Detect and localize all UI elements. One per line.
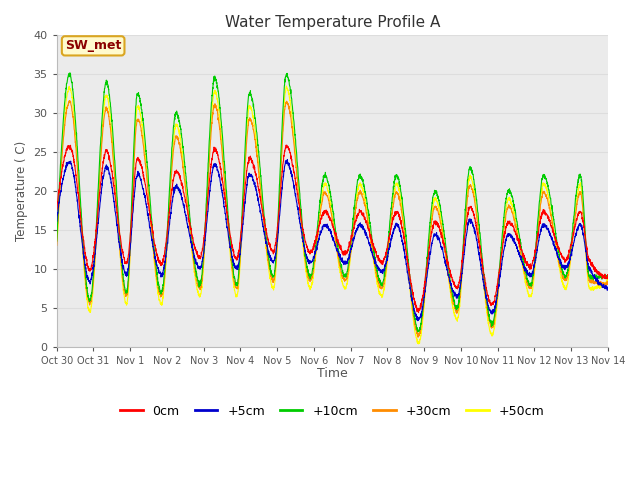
0cm	[116, 230, 124, 236]
Y-axis label: Temperature ( C): Temperature ( C)	[15, 141, 28, 241]
+10cm	[604, 273, 612, 279]
+10cm	[148, 228, 156, 233]
Title: Water Temperature Profile A: Water Temperature Profile A	[225, 15, 440, 30]
+10cm	[593, 274, 601, 280]
+30cm	[148, 236, 156, 242]
+5cm	[53, 218, 61, 224]
+10cm	[264, 250, 272, 255]
0cm	[534, 230, 542, 236]
+10cm	[66, 70, 74, 76]
0cm	[53, 207, 61, 213]
+50cm	[264, 262, 272, 268]
Line: +50cm: +50cm	[57, 86, 608, 344]
0cm	[148, 224, 156, 230]
+50cm	[593, 284, 601, 290]
+30cm	[288, 124, 296, 130]
X-axis label: Time: Time	[317, 367, 348, 380]
+10cm	[53, 238, 61, 244]
0cm	[283, 142, 291, 148]
Line: 0cm: 0cm	[57, 145, 608, 312]
+5cm	[116, 244, 124, 250]
+50cm	[116, 245, 124, 251]
0cm	[604, 276, 612, 281]
+30cm	[604, 279, 612, 285]
0cm	[288, 160, 296, 166]
+5cm	[534, 242, 542, 248]
+5cm	[604, 285, 612, 291]
+50cm	[604, 276, 612, 282]
+30cm	[414, 335, 422, 340]
+5cm	[288, 172, 296, 178]
+50cm	[148, 238, 156, 243]
+5cm	[593, 279, 601, 285]
+30cm	[534, 226, 542, 232]
+30cm	[116, 244, 124, 250]
+30cm	[53, 242, 61, 248]
Line: +30cm: +30cm	[57, 100, 608, 337]
0cm	[415, 310, 422, 315]
Line: +5cm: +5cm	[57, 159, 608, 321]
0cm	[264, 236, 272, 242]
+50cm	[288, 114, 296, 120]
+5cm	[264, 248, 272, 254]
+30cm	[264, 257, 272, 263]
+10cm	[116, 234, 124, 240]
0cm	[593, 268, 601, 274]
+50cm	[53, 251, 61, 257]
+50cm	[534, 225, 542, 231]
Line: +10cm: +10cm	[57, 73, 608, 332]
+5cm	[284, 156, 291, 162]
+5cm	[413, 318, 421, 324]
+10cm	[288, 101, 296, 107]
+5cm	[148, 239, 156, 245]
Text: SW_met: SW_met	[65, 39, 122, 52]
+30cm	[593, 280, 601, 286]
+50cm	[415, 341, 422, 347]
+30cm	[66, 97, 74, 103]
Legend: 0cm, +5cm, +10cm, +30cm, +50cm: 0cm, +5cm, +10cm, +30cm, +50cm	[115, 400, 550, 423]
+10cm	[414, 329, 422, 335]
+50cm	[283, 83, 291, 89]
+10cm	[534, 216, 542, 221]
